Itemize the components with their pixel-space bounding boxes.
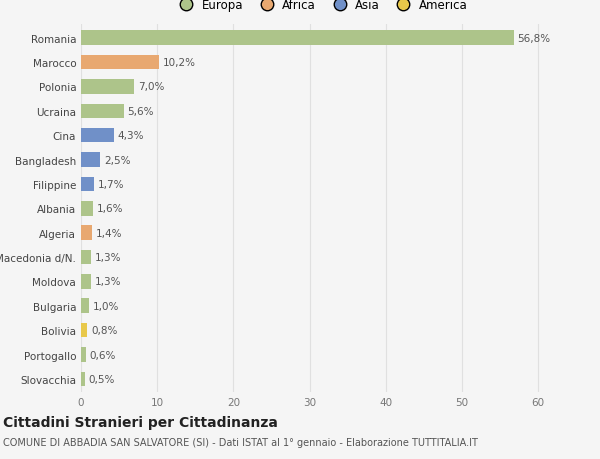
Text: 7,0%: 7,0% bbox=[138, 82, 164, 92]
Text: 1,0%: 1,0% bbox=[92, 301, 119, 311]
Text: 56,8%: 56,8% bbox=[518, 34, 551, 44]
Bar bbox=[81, 80, 134, 95]
Text: 1,7%: 1,7% bbox=[98, 179, 124, 190]
Bar bbox=[81, 274, 91, 289]
Text: 5,6%: 5,6% bbox=[127, 106, 154, 117]
Bar bbox=[81, 372, 85, 386]
Bar bbox=[81, 202, 93, 216]
Bar bbox=[81, 347, 86, 362]
Text: 1,4%: 1,4% bbox=[95, 228, 122, 238]
Text: 0,5%: 0,5% bbox=[89, 374, 115, 384]
Bar bbox=[81, 226, 92, 241]
Text: 1,3%: 1,3% bbox=[95, 252, 121, 263]
Bar bbox=[81, 31, 514, 46]
Legend: Europa, Africa, Asia, America: Europa, Africa, Asia, America bbox=[175, 0, 467, 12]
Bar bbox=[81, 104, 124, 119]
Text: 4,3%: 4,3% bbox=[118, 131, 144, 141]
Text: Cittadini Stranieri per Cittadinanza: Cittadini Stranieri per Cittadinanza bbox=[3, 415, 278, 429]
Text: 1,3%: 1,3% bbox=[95, 277, 121, 287]
Text: 0,6%: 0,6% bbox=[89, 350, 116, 360]
Text: 0,8%: 0,8% bbox=[91, 325, 117, 336]
Bar bbox=[81, 129, 114, 143]
Bar bbox=[81, 323, 87, 338]
Bar bbox=[81, 299, 89, 313]
Bar bbox=[81, 56, 159, 70]
Text: 1,6%: 1,6% bbox=[97, 204, 124, 214]
Text: 10,2%: 10,2% bbox=[163, 58, 196, 68]
Bar bbox=[81, 153, 100, 168]
Bar bbox=[81, 177, 94, 192]
Text: COMUNE DI ABBADIA SAN SALVATORE (SI) - Dati ISTAT al 1° gennaio - Elaborazione T: COMUNE DI ABBADIA SAN SALVATORE (SI) - D… bbox=[3, 437, 478, 447]
Text: 2,5%: 2,5% bbox=[104, 155, 130, 165]
Bar bbox=[81, 250, 91, 265]
